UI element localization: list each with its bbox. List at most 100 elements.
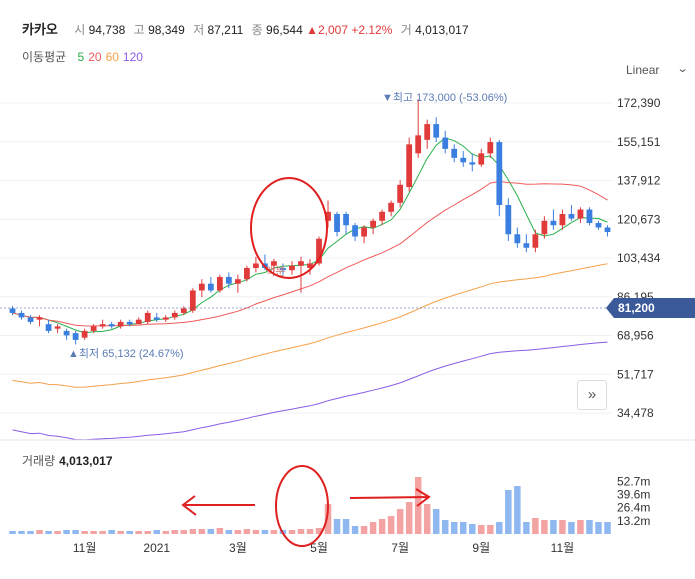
candle-body	[18, 312, 25, 318]
ma-legend-item-20[interactable]: 20	[88, 50, 102, 64]
candle-body	[289, 265, 295, 271]
candle-body	[81, 330, 88, 338]
ma-legend-item-5[interactable]: 5	[77, 50, 85, 64]
volume-panel-title: 거래량 4,013,017	[22, 454, 113, 468]
price-summary: 카카오 시 94,738 고 98,349 저 87,211 종 96,544 …	[22, 22, 469, 37]
volume-tick-label: 39.6m	[617, 487, 650, 501]
candle-body	[9, 308, 16, 313]
candle-body	[352, 225, 358, 237]
candle-body	[99, 324, 106, 327]
candle-body	[406, 144, 413, 188]
candle-body	[505, 205, 512, 235]
x-tick-label: 11월	[551, 541, 575, 555]
volume-bar	[586, 520, 593, 534]
price-change: ▲2,007	[306, 23, 348, 37]
ma-legend-item-120[interactable]: 120	[122, 50, 143, 64]
moving-average-legend[interactable]: 이동평균 5 20 60 120	[22, 48, 143, 65]
volume-bar	[460, 522, 467, 534]
volume-bar	[550, 520, 557, 534]
candle-body	[171, 312, 178, 318]
candle-body	[550, 220, 557, 226]
candle-body	[379, 211, 386, 221]
volume-bar	[441, 520, 449, 534]
volume-bar	[162, 531, 170, 534]
volume-bar	[288, 530, 296, 534]
candle-body	[487, 142, 494, 154]
candle-body	[54, 326, 61, 329]
candle-body	[496, 142, 503, 206]
candle-body	[63, 330, 70, 336]
candle-body	[478, 153, 485, 165]
candle-body	[253, 263, 259, 268]
candle-body	[216, 276, 223, 291]
volume-bar	[469, 524, 476, 534]
volume-bar	[523, 522, 530, 534]
scale-selector[interactable]: Linear	[626, 63, 660, 77]
volume-bar	[243, 529, 251, 534]
low-price: 87,211	[207, 23, 244, 37]
chevron-down-icon[interactable]: ⌄	[676, 63, 689, 75]
candle-body	[298, 261, 304, 266]
candle-body	[559, 214, 566, 226]
ma-legend-item-60[interactable]: 60	[105, 50, 119, 64]
volume-bar	[198, 529, 206, 534]
candle-body	[198, 283, 205, 291]
close-price: 96,544	[266, 23, 303, 37]
volume-bar	[306, 529, 314, 534]
candle-body	[361, 227, 367, 237]
candle-body	[189, 290, 196, 311]
candle-body	[415, 135, 422, 154]
volume-bar	[171, 530, 179, 534]
volume-bar	[333, 519, 341, 534]
volume-bar	[405, 502, 413, 534]
volume-bar	[9, 531, 16, 534]
y-tick-label: 103,434	[617, 251, 661, 265]
volume-bar	[72, 530, 79, 534]
y-tick-label: 155,151	[617, 135, 661, 149]
volume-bar	[559, 520, 566, 534]
y-tick-label: 34,478	[617, 406, 654, 420]
volume-bar	[135, 531, 142, 534]
volume-bar	[270, 530, 278, 534]
volume-bar	[99, 531, 106, 534]
volume-bar	[577, 520, 584, 534]
ma60-line	[12, 263, 608, 388]
scroll-right-button[interactable]: »	[577, 380, 607, 410]
volume-bar	[225, 530, 233, 534]
candle-body	[36, 317, 43, 320]
volume-bar	[27, 531, 34, 534]
left-arrow-mark	[181, 495, 255, 516]
volume-bar	[568, 522, 575, 534]
candle-body	[433, 124, 440, 138]
open-price: 94,738	[88, 23, 126, 37]
volume-bar	[90, 531, 97, 534]
candle-body	[117, 321, 124, 327]
volume-bar	[234, 530, 242, 534]
candle-body	[460, 157, 467, 163]
candle-body	[604, 227, 611, 233]
volume-bar	[45, 531, 52, 534]
x-tick-label: 3월	[229, 541, 247, 555]
current-price-label: 81,200	[618, 301, 655, 315]
candle-body	[577, 209, 584, 219]
candle-body	[325, 211, 331, 221]
ma20-line	[12, 180, 608, 327]
volume-bar	[297, 529, 305, 534]
candle-body	[27, 317, 34, 322]
candle-body	[568, 214, 575, 219]
candle-body	[541, 220, 548, 235]
volume-bar	[378, 519, 386, 534]
candle-body	[370, 220, 376, 228]
volume-bar	[342, 519, 350, 534]
candle-body	[180, 308, 187, 313]
candle-body	[45, 324, 52, 331]
ma-legend-label: 이동평균	[22, 50, 67, 64]
x-tick-label: 5월	[310, 541, 328, 555]
x-tick-label: 11월	[73, 541, 97, 555]
candle-body	[316, 238, 322, 264]
candle-body	[153, 317, 160, 320]
volume-tick-label: 52.7m	[617, 474, 650, 488]
volume-bar	[396, 509, 404, 534]
volume-bar	[324, 504, 332, 534]
